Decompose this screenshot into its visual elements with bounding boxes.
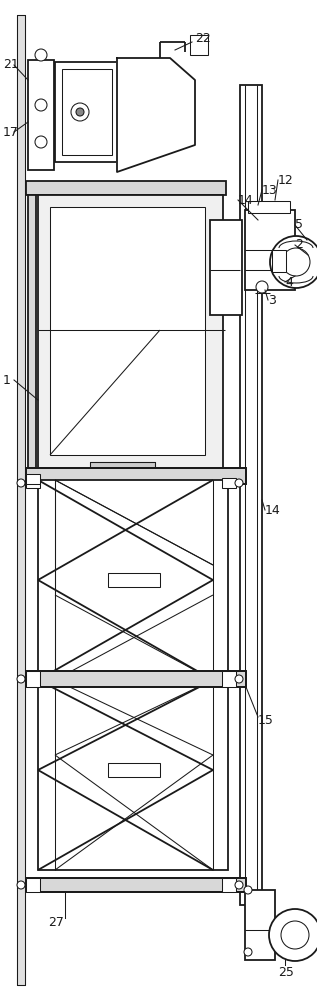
- Text: 12: 12: [278, 174, 294, 186]
- Bar: [245, 890, 275, 960]
- Circle shape: [235, 675, 243, 683]
- Bar: [90, 462, 155, 470]
- Text: 14: 14: [265, 504, 281, 516]
- Bar: [38, 195, 223, 470]
- Bar: [26, 468, 246, 484]
- Text: 2: 2: [295, 238, 303, 251]
- Bar: [17, 15, 25, 985]
- Circle shape: [244, 886, 252, 894]
- Bar: [222, 671, 236, 687]
- Bar: [55, 62, 120, 162]
- Bar: [26, 878, 246, 892]
- Circle shape: [35, 49, 47, 61]
- Bar: [108, 573, 160, 587]
- Bar: [90, 462, 155, 470]
- Bar: [17, 15, 25, 985]
- Circle shape: [282, 248, 310, 276]
- Bar: [62, 69, 112, 155]
- Circle shape: [17, 479, 25, 487]
- Bar: [26, 671, 40, 687]
- Text: 1: 1: [3, 373, 11, 386]
- Circle shape: [235, 881, 243, 889]
- Bar: [190, 35, 208, 55]
- Circle shape: [270, 236, 317, 288]
- Circle shape: [17, 881, 25, 889]
- Bar: [240, 85, 262, 905]
- Bar: [28, 60, 54, 170]
- Text: 27: 27: [48, 916, 64, 928]
- Circle shape: [235, 479, 243, 487]
- Text: 13: 13: [262, 184, 278, 196]
- Text: 4: 4: [285, 275, 293, 288]
- Text: 3: 3: [268, 294, 276, 306]
- Bar: [38, 680, 228, 870]
- Circle shape: [76, 108, 84, 116]
- Circle shape: [35, 136, 47, 148]
- Circle shape: [244, 948, 252, 956]
- Text: 17: 17: [3, 125, 19, 138]
- Bar: [50, 207, 205, 455]
- Text: 25: 25: [278, 966, 294, 978]
- Bar: [108, 763, 160, 777]
- Circle shape: [281, 921, 309, 949]
- Bar: [38, 480, 228, 680]
- Bar: [26, 181, 226, 195]
- Text: 21: 21: [3, 58, 19, 72]
- Circle shape: [256, 281, 268, 293]
- Bar: [248, 201, 290, 213]
- Circle shape: [269, 909, 317, 961]
- Bar: [26, 474, 40, 484]
- Bar: [210, 220, 242, 315]
- Text: 22: 22: [195, 31, 211, 44]
- Bar: [26, 878, 40, 892]
- Circle shape: [35, 99, 47, 111]
- Text: 5: 5: [295, 219, 303, 232]
- Bar: [272, 250, 286, 272]
- Bar: [28, 195, 36, 470]
- Bar: [222, 878, 236, 892]
- Bar: [26, 671, 246, 687]
- Bar: [26, 468, 246, 484]
- Text: 15: 15: [258, 714, 274, 726]
- Circle shape: [17, 675, 25, 683]
- Bar: [26, 478, 40, 488]
- Polygon shape: [117, 58, 195, 172]
- Bar: [26, 671, 246, 687]
- Text: 14: 14: [238, 194, 254, 207]
- Circle shape: [71, 103, 89, 121]
- Bar: [26, 878, 246, 892]
- Bar: [245, 210, 295, 290]
- Bar: [222, 478, 236, 488]
